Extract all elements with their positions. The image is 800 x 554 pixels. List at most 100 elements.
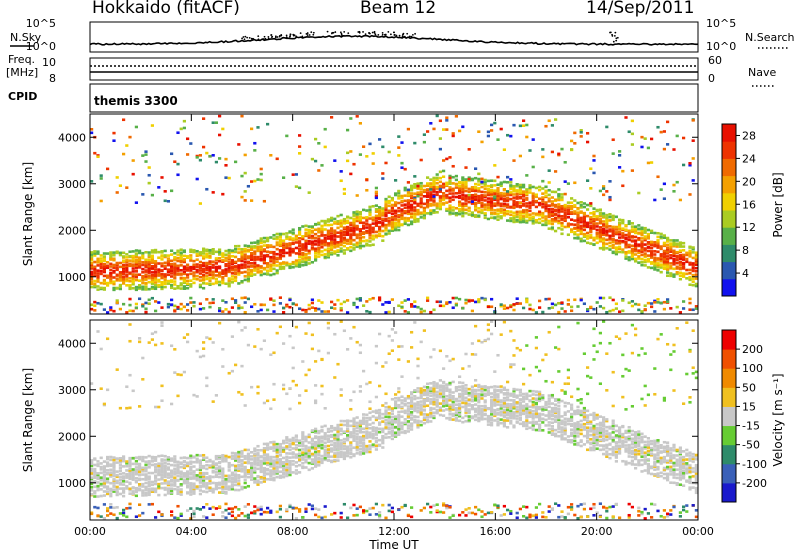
data-cell [147, 255, 151, 259]
data-cell [339, 219, 343, 223]
data-cell [496, 183, 500, 186]
data-cell [189, 493, 193, 496]
data-cell [150, 254, 154, 258]
data-cell [589, 305, 593, 309]
data-cell [214, 475, 218, 479]
data-cell [400, 208, 404, 211]
data-cell [349, 451, 353, 454]
data-cell [237, 450, 241, 454]
data-cell [234, 456, 238, 459]
data-cell [368, 423, 372, 426]
data-cell [496, 175, 500, 179]
data-cell [326, 437, 330, 440]
data-cell [291, 228, 295, 232]
data-cell [106, 337, 110, 341]
data-cell [310, 461, 314, 464]
data-cell [422, 209, 426, 212]
data-cell [96, 475, 100, 478]
data-cell [134, 275, 138, 279]
data-cell [438, 170, 442, 174]
data-cell [426, 296, 430, 300]
data-cell [262, 244, 266, 247]
data-cell [541, 197, 545, 201]
data-cell [310, 243, 314, 246]
data-cell [218, 465, 222, 468]
data-cell [528, 188, 532, 191]
data-cell [336, 222, 340, 226]
data-cell [288, 230, 292, 233]
data-cell [346, 299, 350, 302]
data-cell [182, 119, 186, 123]
data-cell [368, 444, 372, 447]
data-cell [269, 511, 273, 514]
data-cell [202, 479, 206, 482]
data-cell [253, 510, 257, 513]
data-cell [451, 192, 455, 195]
data-cell [224, 263, 228, 266]
data-cell [269, 250, 273, 254]
data-cell [467, 213, 471, 216]
data-cell [358, 217, 362, 221]
data-cell [122, 459, 126, 463]
data-cell [282, 251, 286, 255]
data-cell [166, 273, 170, 277]
data-cell [166, 487, 170, 490]
data-cell [355, 305, 359, 309]
data-cell [144, 153, 148, 156]
data-cell [198, 275, 202, 279]
data-cell [278, 476, 282, 479]
data-cell [96, 463, 100, 466]
data-cell [413, 300, 417, 303]
data-cell [666, 240, 670, 243]
nsearch-point [374, 33, 377, 36]
data-cell [659, 257, 663, 261]
data-cell [160, 342, 164, 345]
data-cell [99, 266, 103, 270]
data-cell [643, 247, 647, 250]
data-cell [640, 263, 644, 267]
data-cell [493, 310, 497, 314]
data-cell [378, 220, 382, 224]
data-cell [93, 480, 97, 483]
nsearch-point [334, 31, 337, 33]
data-cell [246, 244, 250, 248]
data-cell [256, 385, 260, 389]
data-cell [522, 185, 526, 189]
data-cell [237, 488, 241, 492]
data-cell [323, 432, 327, 435]
data-cell [656, 175, 660, 179]
data-cell [576, 226, 580, 229]
data-cell [294, 446, 298, 450]
data-cell [134, 468, 138, 472]
data-cell [368, 426, 372, 430]
data-cell [157, 405, 161, 409]
data-cell [406, 181, 410, 184]
data-cell [358, 452, 362, 456]
data-cell [691, 247, 695, 251]
data-cell [278, 442, 282, 446]
data-cell [224, 485, 228, 489]
data-cell [691, 266, 695, 270]
data-cell [266, 272, 270, 275]
data-cell [464, 301, 468, 305]
data-cell [406, 202, 410, 206]
data-cell [486, 193, 490, 197]
data-cell [429, 204, 433, 207]
data-cell [259, 172, 263, 176]
data-cell [368, 407, 372, 411]
data-cell [198, 272, 202, 275]
data-cell [227, 254, 231, 257]
data-cell [358, 241, 362, 245]
data-cell [234, 363, 238, 367]
data-cell [627, 256, 631, 259]
data-cell [147, 503, 151, 506]
data-cell [579, 129, 583, 132]
data-cell [342, 187, 346, 191]
data-cell [291, 447, 295, 450]
data-cell [323, 223, 327, 227]
data-cell [323, 240, 327, 244]
data-cell [179, 268, 183, 272]
data-cell [688, 308, 692, 311]
data-cell [259, 167, 263, 171]
data-cell [352, 211, 356, 214]
